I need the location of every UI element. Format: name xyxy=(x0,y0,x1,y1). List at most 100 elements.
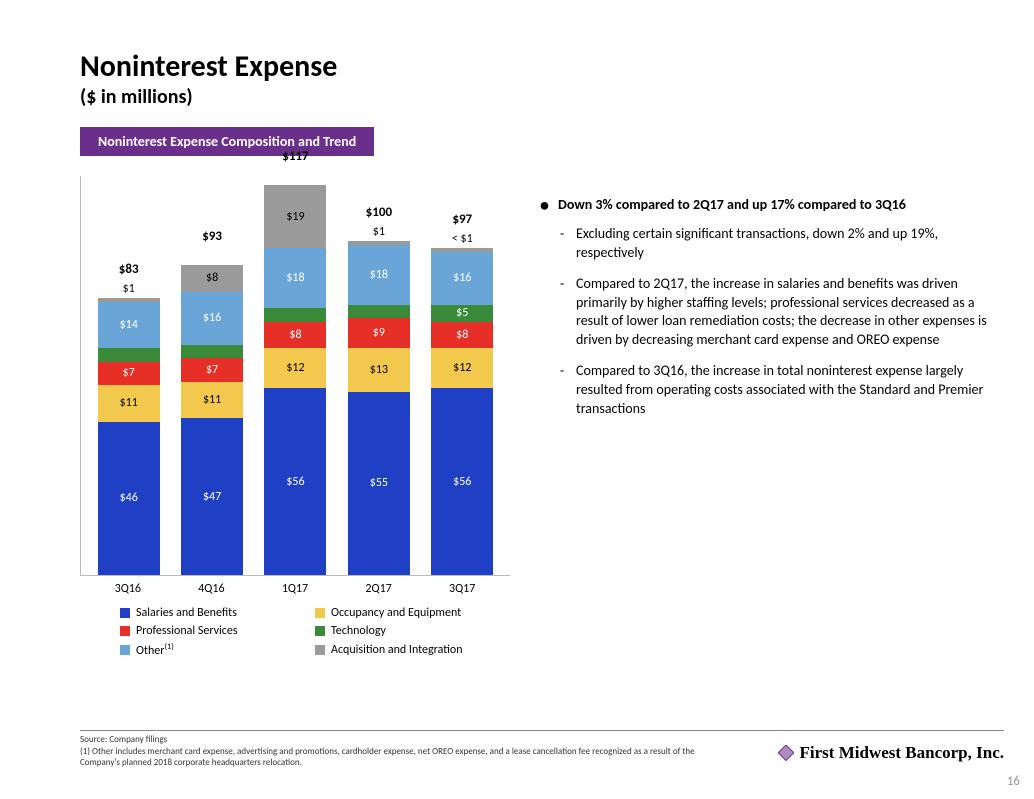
section-banner: Noninterest Expense Composition and Tren… xyxy=(80,127,374,156)
legend-swatch xyxy=(315,645,325,655)
bar-segment-label: $18 xyxy=(286,271,304,285)
bar-segment-label: $1 xyxy=(373,225,385,239)
bar-group: $93$47$11$7$4$16$8 xyxy=(181,265,243,575)
bar-group: $97$56$12$8$5$16< $1 xyxy=(431,248,493,575)
bar-segment: $8 xyxy=(181,265,243,292)
bar-segment-label: $13 xyxy=(370,363,388,377)
x-axis: 3Q164Q161Q172Q173Q17 xyxy=(80,576,510,596)
bar-total-label: $117 xyxy=(282,149,308,164)
bar-segment: $9 xyxy=(348,318,410,348)
footer: Source: Company filings (1) Other includ… xyxy=(80,730,1004,769)
bar-segment: $1 xyxy=(98,298,160,302)
bar-segment: $56 xyxy=(264,388,326,575)
bar-segment: $56 xyxy=(431,388,493,575)
bar-segment: $47 xyxy=(181,418,243,575)
bullet-list: Down 3% compared to 2Q17 and up 17% comp… xyxy=(510,166,1004,658)
x-axis-label: 2Q17 xyxy=(348,582,410,596)
bullet-top: Down 3% compared to 2Q17 and up 17% comp… xyxy=(540,196,1004,215)
legend-label: Other(1) xyxy=(136,642,174,658)
legend-item: Occupancy and Equipment xyxy=(315,606,510,620)
bar-segment-label: $5 xyxy=(456,306,468,320)
bullet-sub: Excluding certain significant transactio… xyxy=(540,225,1004,263)
legend-swatch xyxy=(120,626,130,636)
diamond-icon xyxy=(778,745,794,761)
legend-label: Professional Services xyxy=(136,624,238,638)
slide: Noninterest Expense ($ in millions) Noni… xyxy=(80,50,1004,769)
bar-segment-label: $56 xyxy=(453,475,471,489)
bar-segment: $55 xyxy=(348,392,410,575)
footnote-detail-text: (1) Other includes merchant card expense… xyxy=(80,746,695,768)
footnote-source: Source: Company filings xyxy=(80,735,720,746)
bar-total-label: $93 xyxy=(202,229,222,244)
bar-segment: $11 xyxy=(98,385,160,422)
bar-segment-label: $7 xyxy=(123,366,135,380)
bar-segment-label: $11 xyxy=(120,396,138,410)
x-axis-label: 4Q16 xyxy=(180,582,242,596)
bar-segment-label: $12 xyxy=(286,361,304,375)
bar-total-label: $83 xyxy=(119,262,139,277)
bar-segment-label: $12 xyxy=(453,361,471,375)
bar-segment: $11 xyxy=(181,382,243,419)
bullet-sub: Compared to 2Q17, the increase in salari… xyxy=(540,275,1004,351)
x-axis-label: 3Q16 xyxy=(97,582,159,596)
bar-segment-label: $55 xyxy=(370,476,388,490)
bar-segment: $18 xyxy=(348,245,410,305)
bar-segment-label: $7 xyxy=(206,363,218,377)
bar-segment: $14 xyxy=(98,302,160,349)
company-logo: First Midwest Bancorp, Inc. xyxy=(778,743,1004,763)
bar-group: $117$56$12$8$4$18$19 xyxy=(264,185,326,575)
chart-area: $83$46$11$7$4$14$1$93$47$11$7$4$16$8$117… xyxy=(80,166,510,658)
bar-segment-label: $46 xyxy=(120,491,138,505)
bar-segment: $13 xyxy=(348,348,410,391)
bar-segment: $8 xyxy=(264,322,326,349)
bar-segment: $16 xyxy=(431,252,493,305)
legend-swatch xyxy=(315,626,325,636)
bar-segment: $7 xyxy=(181,358,243,381)
legend-item: Professional Services xyxy=(120,624,315,638)
bar-segment-label: $16 xyxy=(203,311,221,325)
company-name: First Midwest Bancorp, Inc. xyxy=(800,743,1004,763)
bullet-sub: Compared to 3Q16, the increase in total … xyxy=(540,362,1004,419)
legend-item: Acquisition and Integration xyxy=(315,642,510,658)
bar-segment-label: $14 xyxy=(120,318,138,332)
bar-segment-label: $11 xyxy=(203,393,221,407)
bar-group: $100$55$13$9$4$18$1 xyxy=(348,241,410,575)
bar-segment-label: $47 xyxy=(203,490,221,504)
bar-segment: $4 xyxy=(98,348,160,361)
divider xyxy=(80,730,1004,731)
bar-segment: $8 xyxy=(431,322,493,349)
bar-segment-label: $8 xyxy=(456,328,468,342)
x-axis-label: 1Q17 xyxy=(264,582,326,596)
bar-segment: $19 xyxy=(264,185,326,248)
bar-group: $83$46$11$7$4$14$1 xyxy=(98,298,160,575)
bar-segment: $12 xyxy=(264,348,326,388)
bar-segment: $46 xyxy=(98,422,160,575)
bar-segment: $7 xyxy=(98,362,160,385)
legend-label: Technology xyxy=(331,624,386,638)
bar-segment: $4 xyxy=(181,345,243,358)
content-row: $83$46$11$7$4$14$1$93$47$11$7$4$16$8$117… xyxy=(80,166,1004,658)
bar-segment-label: $1 xyxy=(123,282,135,296)
bar-segment: $12 xyxy=(431,348,493,388)
bar-segment: < $1 xyxy=(431,248,493,252)
bar-segment: $16 xyxy=(181,292,243,345)
bar-segment: $4 xyxy=(264,308,326,321)
bar-total-label: $100 xyxy=(366,205,392,220)
bar-segment-label: $16 xyxy=(453,271,471,285)
legend-swatch xyxy=(120,645,130,655)
stacked-bar-plot: $83$46$11$7$4$14$1$93$47$11$7$4$16$8$117… xyxy=(80,176,510,576)
bar-segment: $1 xyxy=(348,241,410,245)
bar-segment-label: < $1 xyxy=(452,232,473,246)
page-number: 16 xyxy=(1007,774,1020,789)
bar-segment: $5 xyxy=(431,305,493,322)
legend-item: Salaries and Benefits xyxy=(120,606,315,620)
bar-segment-label: $9 xyxy=(373,326,385,340)
legend-label: Acquisition and Integration xyxy=(331,643,463,657)
bar-segment-label: $19 xyxy=(286,210,304,224)
legend-swatch xyxy=(315,608,325,618)
bar-segment-label: $18 xyxy=(370,268,388,282)
bar-segment-label: $56 xyxy=(286,475,304,489)
bar-segment: $4 xyxy=(348,305,410,318)
legend-label: Occupancy and Equipment xyxy=(331,606,461,620)
bar-segment-label: $8 xyxy=(206,271,218,285)
